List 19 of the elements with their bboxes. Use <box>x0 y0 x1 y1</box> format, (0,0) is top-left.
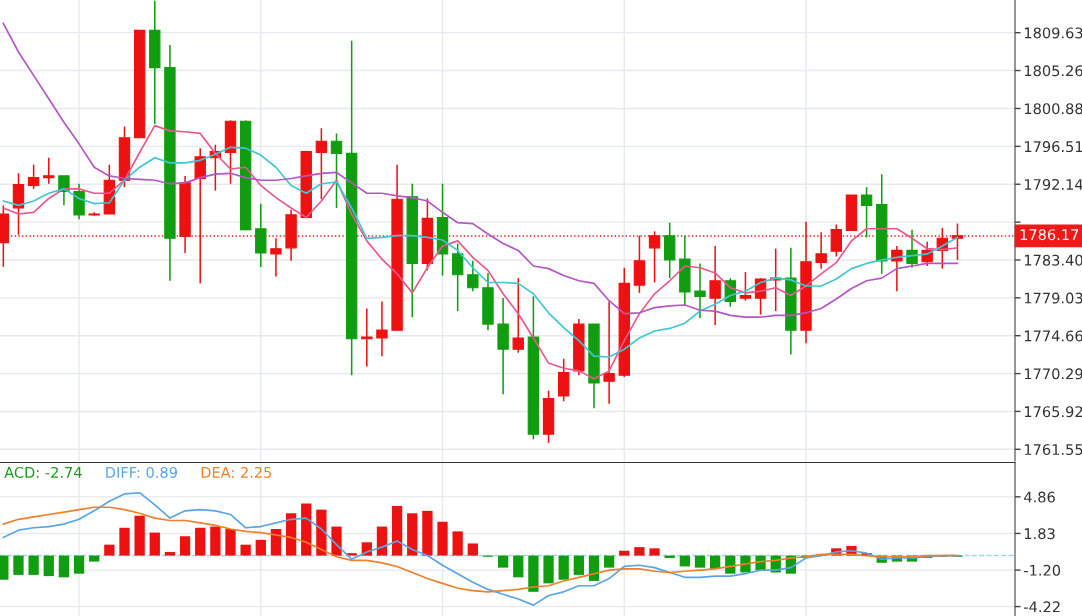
y-tick-label: -1.20 <box>1024 564 1061 576</box>
y-tick-label: 1792.14 <box>1024 178 1082 190</box>
y-tick-label: 1779.03 <box>1024 292 1082 304</box>
y-tick-label: 1796.51 <box>1024 141 1082 153</box>
series-label: DIFF: 0.89 <box>106 466 177 478</box>
y-tick-label: 1783.40 <box>1024 254 1082 266</box>
y-tick-label: 1800.88 <box>1024 103 1082 115</box>
y-tick-label: 4.86 <box>1024 491 1055 503</box>
y-tick-label: -4.22 <box>1024 601 1060 613</box>
y-tick-label: 1770.29 <box>1024 368 1082 380</box>
y-tick-label: 1765.92 <box>1024 406 1082 418</box>
y-tick-label: 1761.55 <box>1024 444 1082 456</box>
y-tick-label: 1.83 <box>1024 528 1055 540</box>
y-tick-label: 1774.66 <box>1024 330 1082 342</box>
y-tick-label: 1809.63 <box>1024 27 1082 39</box>
text: ACD: -2.74 <box>4 466 82 478</box>
text: DEA: 2.25 <box>201 466 272 478</box>
ref-line-label: 1786.17 <box>1020 229 1079 241</box>
y-tick-label: 1805.26 <box>1024 65 1082 77</box>
